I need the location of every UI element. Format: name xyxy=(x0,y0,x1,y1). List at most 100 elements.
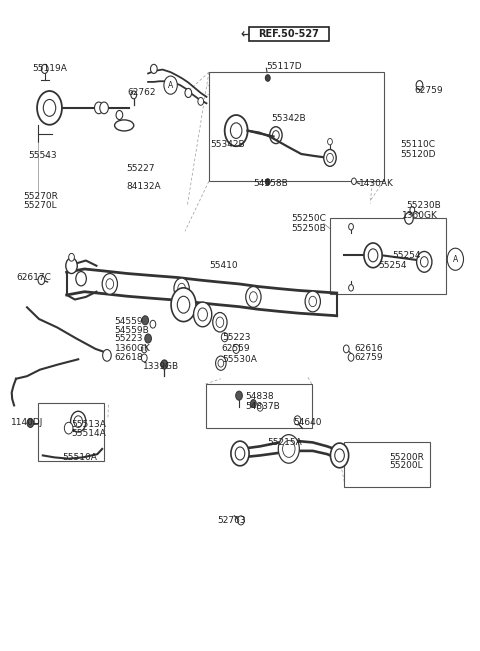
Circle shape xyxy=(278,435,300,464)
Text: 62617C: 62617C xyxy=(16,273,51,282)
Circle shape xyxy=(216,356,226,370)
Text: 84132A: 84132A xyxy=(126,182,161,191)
Text: 55119A: 55119A xyxy=(32,64,67,74)
Text: 1360GK: 1360GK xyxy=(402,210,438,219)
Circle shape xyxy=(218,359,224,367)
Text: 1360GK: 1360GK xyxy=(115,344,150,353)
Text: 62762: 62762 xyxy=(128,89,156,98)
Circle shape xyxy=(193,302,212,327)
Text: 55410: 55410 xyxy=(209,261,238,270)
Circle shape xyxy=(327,139,332,145)
Circle shape xyxy=(309,296,317,307)
Circle shape xyxy=(198,98,204,105)
Circle shape xyxy=(273,131,279,140)
Text: 55200L: 55200L xyxy=(389,462,423,470)
Circle shape xyxy=(235,447,245,460)
Text: 55200R: 55200R xyxy=(389,453,424,462)
Text: 55117D: 55117D xyxy=(266,62,302,72)
Circle shape xyxy=(216,317,224,327)
Circle shape xyxy=(417,251,432,272)
Circle shape xyxy=(251,400,256,408)
Text: 55342B: 55342B xyxy=(210,141,245,150)
Circle shape xyxy=(41,64,48,74)
Circle shape xyxy=(142,354,147,362)
Text: 1140DJ: 1140DJ xyxy=(11,419,44,428)
Circle shape xyxy=(106,279,114,289)
Circle shape xyxy=(150,320,156,328)
Text: 55250B: 55250B xyxy=(292,223,326,232)
Text: 55342B: 55342B xyxy=(271,115,306,124)
Circle shape xyxy=(343,345,349,353)
Circle shape xyxy=(178,283,185,294)
Text: 55514A: 55514A xyxy=(72,429,106,438)
Circle shape xyxy=(330,443,348,468)
Text: 55270R: 55270R xyxy=(24,193,59,201)
Circle shape xyxy=(348,223,353,230)
Circle shape xyxy=(161,360,168,369)
Circle shape xyxy=(37,91,62,125)
Circle shape xyxy=(348,284,353,291)
Circle shape xyxy=(71,411,86,432)
Circle shape xyxy=(348,353,354,361)
Circle shape xyxy=(221,333,228,342)
Text: 55513A: 55513A xyxy=(72,421,107,430)
Bar xyxy=(344,443,430,486)
Circle shape xyxy=(177,296,190,313)
Circle shape xyxy=(171,288,196,322)
Circle shape xyxy=(326,154,333,163)
Circle shape xyxy=(38,275,45,284)
Text: 54640: 54640 xyxy=(294,419,322,428)
Text: 62759: 62759 xyxy=(354,353,383,362)
Circle shape xyxy=(305,291,321,312)
Circle shape xyxy=(145,334,152,343)
Circle shape xyxy=(368,249,378,262)
Circle shape xyxy=(246,286,261,307)
Circle shape xyxy=(164,76,177,94)
Circle shape xyxy=(174,278,189,299)
Circle shape xyxy=(416,81,423,90)
Circle shape xyxy=(410,206,415,213)
Text: A: A xyxy=(168,81,173,90)
Text: 1339GB: 1339GB xyxy=(144,362,180,371)
Text: 55543: 55543 xyxy=(28,151,57,159)
Bar xyxy=(209,72,384,181)
Circle shape xyxy=(283,441,295,458)
Text: 62559: 62559 xyxy=(222,344,251,353)
Circle shape xyxy=(351,178,356,184)
Bar xyxy=(421,219,428,223)
Text: 55250C: 55250C xyxy=(292,214,326,223)
Circle shape xyxy=(230,123,242,139)
Text: 55110C: 55110C xyxy=(400,141,435,150)
Text: 54559B: 54559B xyxy=(115,326,149,335)
Circle shape xyxy=(324,150,336,167)
Circle shape xyxy=(185,89,192,98)
Circle shape xyxy=(447,248,464,270)
Circle shape xyxy=(43,100,56,117)
Text: 55223: 55223 xyxy=(115,334,143,343)
Circle shape xyxy=(335,449,344,462)
Circle shape xyxy=(74,416,83,428)
Circle shape xyxy=(142,345,147,353)
Text: 54559: 54559 xyxy=(115,317,143,326)
Circle shape xyxy=(364,243,382,268)
Circle shape xyxy=(257,404,263,411)
Circle shape xyxy=(116,111,123,120)
Text: 55254: 55254 xyxy=(378,261,407,270)
Text: 54837B: 54837B xyxy=(246,402,280,411)
Text: 55230B: 55230B xyxy=(407,201,441,210)
Circle shape xyxy=(198,308,207,321)
Text: 55270L: 55270L xyxy=(24,201,57,210)
Circle shape xyxy=(420,256,428,267)
Text: 55510A: 55510A xyxy=(62,453,97,462)
Circle shape xyxy=(100,102,108,114)
Circle shape xyxy=(213,312,227,332)
Circle shape xyxy=(103,350,111,361)
Circle shape xyxy=(102,273,118,294)
Circle shape xyxy=(64,422,73,434)
Text: 55227: 55227 xyxy=(126,164,155,173)
Circle shape xyxy=(265,75,270,81)
Circle shape xyxy=(265,178,270,185)
Text: 55223: 55223 xyxy=(222,333,250,342)
Bar xyxy=(330,217,446,294)
Text: 54558B: 54558B xyxy=(253,180,288,188)
